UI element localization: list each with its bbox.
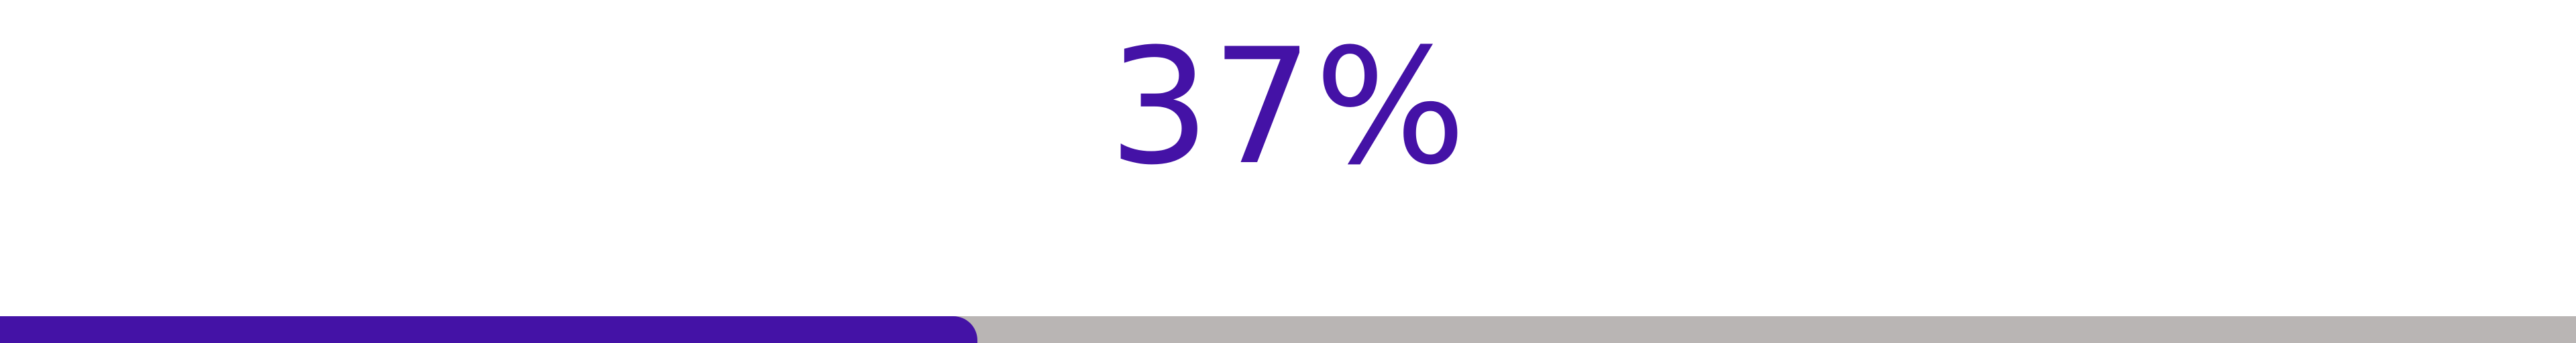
- progress-bar-track: [0, 316, 2576, 343]
- progress-bar-fill: [0, 316, 977, 343]
- progress-percent-label: 37%: [1108, 15, 1468, 200]
